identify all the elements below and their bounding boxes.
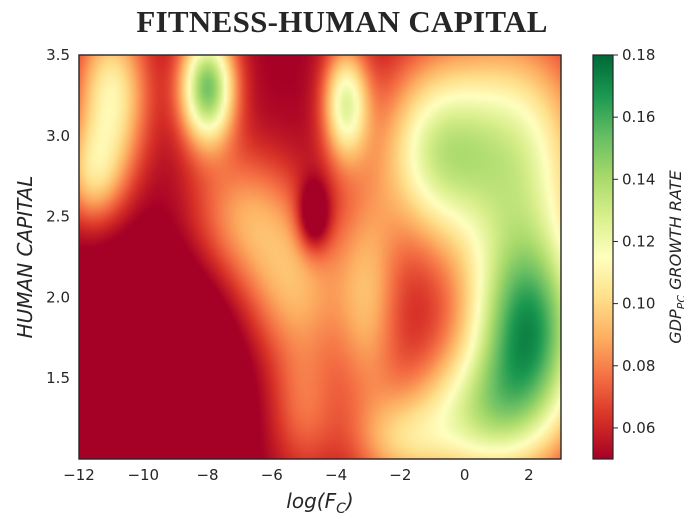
plot-frame [78,54,562,460]
colorbar-tick-label: 0.06 [622,419,655,437]
colorbar-tick-label: 0.12 [622,232,655,250]
colorbar-tick-label: 0.16 [622,108,655,126]
x-tick-label: 0 [460,466,470,484]
heatmap-image [79,55,561,459]
x-tick-label: −10 [127,466,159,484]
chart-title: FITNESS-HUMAN CAPITAL [136,4,548,39]
x-tick-label: −4 [325,466,347,484]
colorbar-label: GDPPC GROWTH RATE [666,169,684,343]
x-tick-label: 2 [524,466,534,484]
y-tick-label: 2.5 [46,208,70,226]
colorbar-tick-label: 0.14 [622,170,655,188]
y-axis-label: HUMAN CAPITAL [13,176,37,339]
colorbar [592,54,614,460]
y-tick-labels: 1.5 2.0 2.5 3.0 3.5 [46,46,70,387]
x-tick-label: −8 [196,466,218,484]
colorbar-tick-label: 0.08 [622,357,655,375]
x-axis-label: log(FC) [286,489,353,517]
colorbar-tick-label: 0.10 [622,295,655,313]
x-tick-label: −12 [63,466,95,484]
x-tick-labels: −12 −10 −8 −6 −4 −2 0 2 [63,466,533,484]
y-tick-label: 2.0 [46,288,70,306]
x-tick-label: −2 [389,466,411,484]
y-tick-label: 3.0 [46,127,70,145]
y-tick-label: 3.5 [46,46,70,64]
colorbar-tick-labels: 0.06 0.08 0.10 0.12 0.14 0.16 0.18 [613,46,655,437]
x-tick-label: −6 [261,466,283,484]
colorbar-tick-label: 0.18 [622,46,655,64]
y-tick-label: 1.5 [46,369,70,387]
